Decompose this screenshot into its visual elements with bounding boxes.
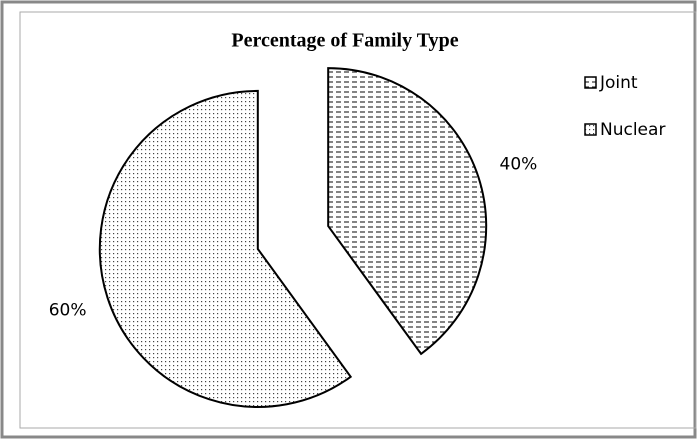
chart-title: Percentage of Family Type xyxy=(231,30,458,52)
data-label: 60% xyxy=(49,301,87,321)
legend-swatch xyxy=(584,123,597,136)
pie-slice xyxy=(98,89,353,408)
legend-swatch xyxy=(584,76,597,89)
legend-label: Nuclear xyxy=(600,120,665,140)
pie-slice xyxy=(327,67,488,356)
plot-border xyxy=(19,11,697,429)
data-label: 40% xyxy=(500,154,538,174)
legend-label: Joint xyxy=(599,73,638,93)
